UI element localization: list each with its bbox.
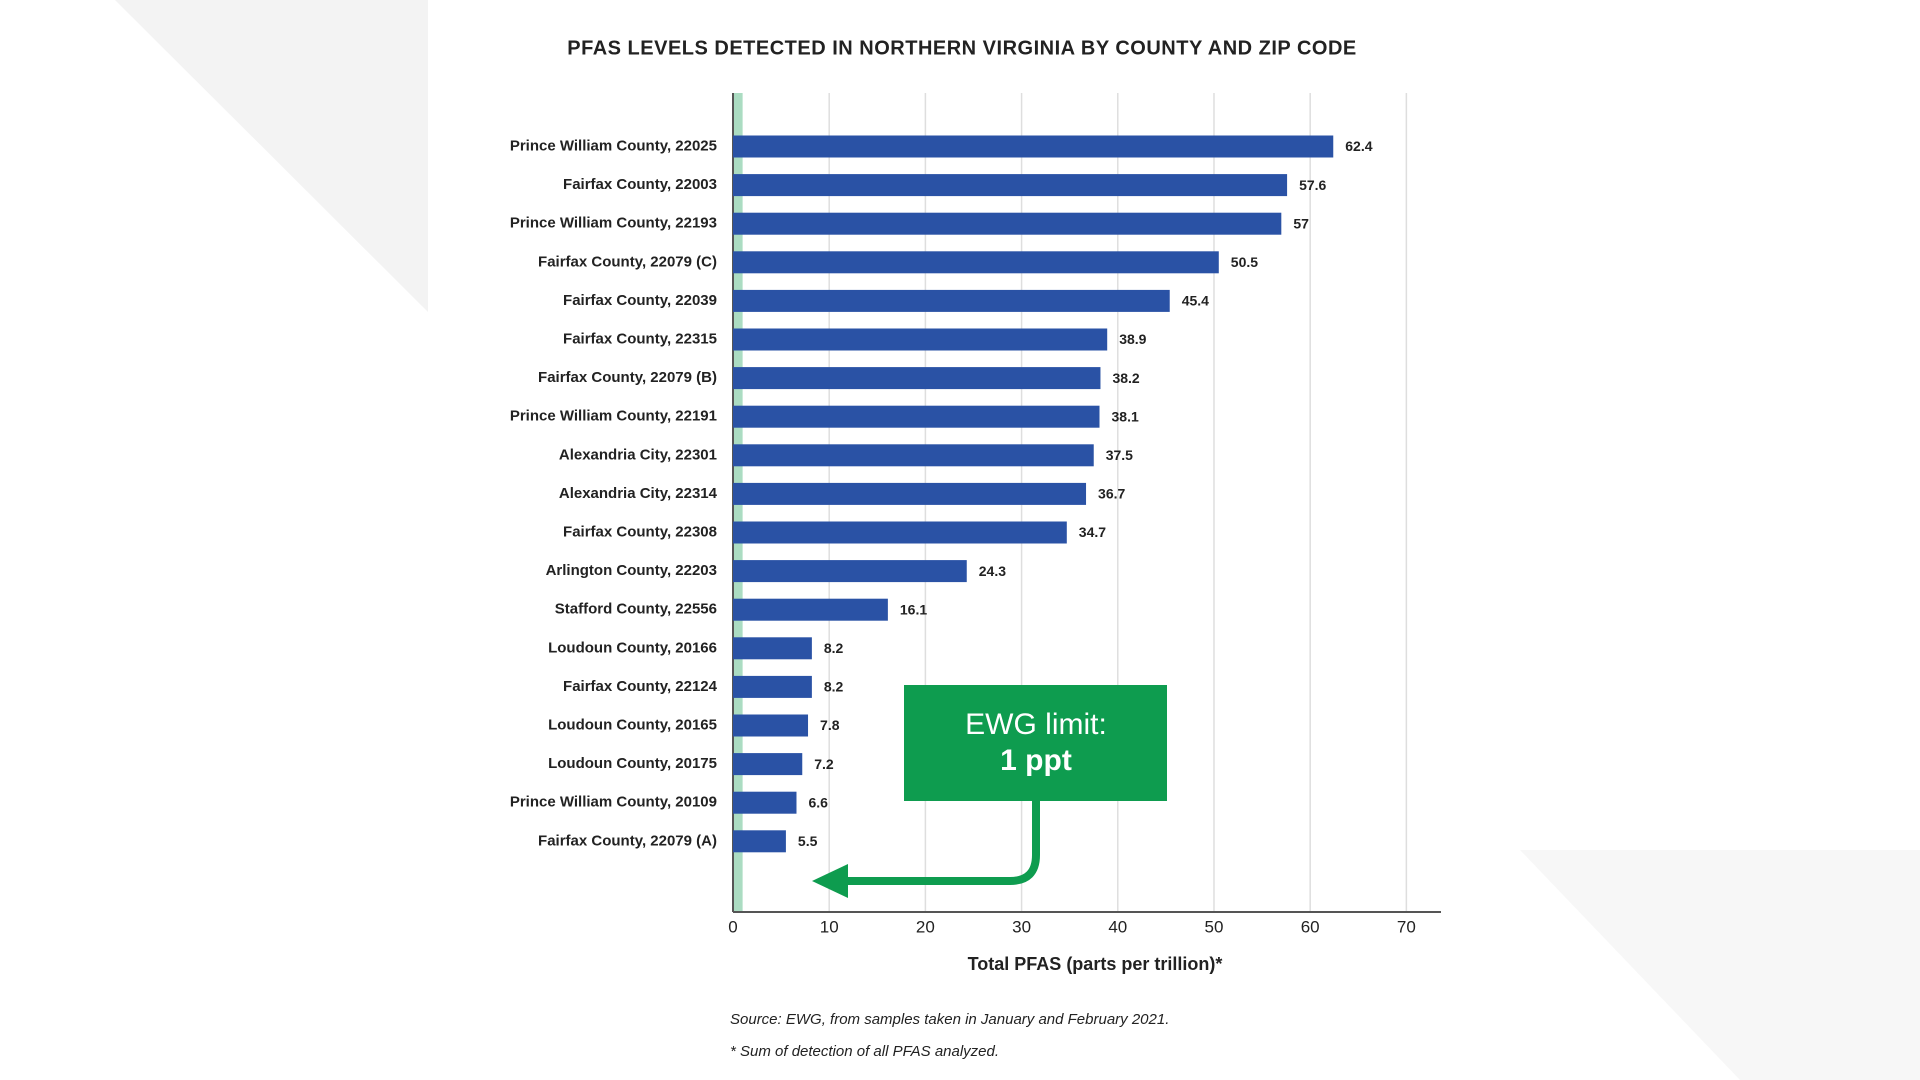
x-tick-label: 70: [1397, 917, 1416, 936]
data-label: 45.4: [1182, 293, 1209, 309]
footnote: * Sum of detection of all PFAS analyzed.: [730, 1043, 999, 1060]
bar: [733, 521, 1067, 544]
y-tick-label: Arlington County, 22203: [546, 562, 717, 579]
plot: 0 10 20 30 40 50 60 70 Prince William County, 22…: [510, 93, 1441, 936]
x-tick-label: 30: [1012, 917, 1031, 936]
bar: [733, 135, 1334, 158]
x-tick-label: 10: [820, 917, 839, 936]
bar: [733, 560, 967, 583]
data-label: 16.1: [900, 601, 927, 617]
bar: [733, 289, 1170, 312]
x-tick-label: 50: [1205, 917, 1224, 936]
data-label: 57.6: [1299, 177, 1326, 193]
y-tick-label: Fairfax County, 22124: [563, 678, 718, 695]
y-tick-label: Loudoun County, 20166: [548, 639, 717, 656]
data-label: 38.2: [1112, 370, 1139, 386]
data-label: 38.9: [1119, 331, 1146, 347]
data-label: 8.2: [824, 679, 844, 695]
data-label: 5.5: [798, 833, 818, 849]
bar: [733, 482, 1087, 505]
data-label: 57: [1293, 215, 1309, 231]
y-tick-label: Stafford County, 22556: [555, 601, 717, 618]
bar: [733, 675, 812, 698]
x-tick-label: 0: [728, 917, 737, 936]
annotation: EWG limit:1 ppt: [812, 685, 1167, 898]
bar: [733, 212, 1282, 235]
y-tick-label: Fairfax County, 22079 (A): [538, 832, 717, 849]
data-label: 7.2: [814, 756, 834, 772]
y-tick-label: Prince William County, 22025: [510, 137, 717, 154]
x-axis-label: Total PFAS (parts per trillion)*: [968, 954, 1223, 974]
y-tick-label: Fairfax County, 22003: [563, 176, 717, 193]
annotation-value: 1 ppt: [1000, 744, 1072, 777]
y-tick-label: Prince William County, 22191: [510, 408, 717, 425]
data-label: 37.5: [1106, 447, 1133, 463]
y-tick-label: Fairfax County, 22079 (B): [538, 369, 717, 386]
data-label: 6.6: [808, 794, 828, 810]
annotation-box: [904, 685, 1167, 801]
background-shape: [1520, 850, 1920, 1080]
data-label: 50.5: [1231, 254, 1258, 270]
bar: [733, 791, 797, 814]
bar: [733, 598, 888, 621]
x-tick-label: 60: [1301, 917, 1320, 936]
background-shape: [115, 0, 428, 312]
y-tick-label: Prince William County, 22193: [510, 215, 717, 232]
y-tick-label: Loudoun County, 20175: [548, 755, 717, 772]
bar: [733, 174, 1288, 197]
bar: [733, 328, 1108, 351]
data-label: 24.3: [979, 563, 1006, 579]
annotation-arrow: [842, 792, 1040, 885]
data-label: 36.7: [1098, 486, 1125, 502]
y-tick-label: Fairfax County, 22308: [563, 523, 717, 540]
y-tick-label: Loudoun County, 20165: [548, 716, 717, 733]
source-note: Source: EWG, from samples taken in Janua…: [730, 1011, 1169, 1028]
bar: [733, 753, 803, 776]
arrow-head: [812, 864, 848, 898]
data-label: 62.4: [1345, 138, 1372, 154]
bar: [733, 637, 812, 660]
bar: [733, 405, 1100, 428]
y-tick-label: Fairfax County, 22039: [563, 292, 717, 309]
chart-title: PFAS LEVELS DETECTED IN NORTHERN VIRGINI…: [567, 37, 1357, 59]
bar: [733, 830, 786, 853]
bar: [733, 251, 1219, 274]
bar: [733, 444, 1094, 467]
y-tick-label: Fairfax County, 22079 (C): [538, 253, 717, 270]
bar: [733, 367, 1101, 390]
data-label: 38.1: [1112, 408, 1139, 424]
data-label: 7.8: [820, 717, 840, 733]
y-tick-label: Alexandria City, 22301: [559, 446, 717, 463]
annotation-text: EWG limit:: [965, 708, 1107, 741]
x-tick-label: 20: [916, 917, 935, 936]
bar: [733, 714, 809, 737]
y-tick-label: Fairfax County, 22315: [563, 330, 717, 347]
x-tick-label: 40: [1108, 917, 1127, 936]
data-label: 8.2: [824, 640, 844, 656]
y-tick-label: Alexandria City, 22314: [559, 485, 718, 502]
y-tick-label: Prince William County, 20109: [510, 794, 717, 811]
data-label: 34.7: [1079, 524, 1106, 540]
